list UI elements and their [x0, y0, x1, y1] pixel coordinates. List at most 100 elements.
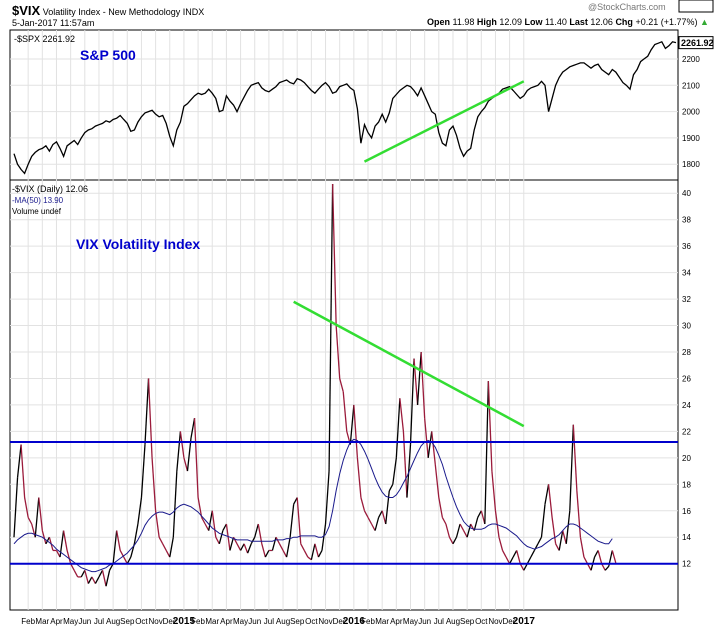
vix-line-segment [225, 523, 231, 551]
vix-line-segment [158, 536, 164, 545]
chg-label: Chg [615, 17, 633, 27]
vix-line-segment [80, 570, 86, 578]
vix-line-segment [165, 550, 171, 558]
vix-gridlines [10, 192, 678, 565]
vix-line-segment [395, 398, 401, 458]
vix-line-segment [55, 550, 61, 558]
x-tick-label: Jun [418, 617, 431, 626]
vix-line-segment [169, 537, 174, 558]
x-tick-label: Mar [35, 617, 49, 626]
vix-line-segment [569, 424, 574, 511]
vix-line-segment [501, 550, 507, 558]
vix-line-segment [463, 530, 468, 538]
vix-line-segment [494, 510, 500, 538]
x-tick-label: 2016 [343, 616, 366, 627]
vix-line-segment [250, 536, 256, 545]
vix-line-segment [487, 381, 493, 472]
vix-line-segment [16, 444, 22, 478]
x-tick-label: May [403, 617, 418, 626]
vix-line-segment [84, 570, 89, 584]
vix-line-segment [594, 550, 599, 558]
vix-line-segment [254, 523, 259, 538]
spx-series [13, 40, 677, 175]
x-tick-label: Jul [94, 617, 104, 626]
vix-line-segment [126, 556, 132, 564]
vix-line-segment [20, 444, 26, 498]
vix-line-segment [232, 536, 238, 545]
vix-line-segment [388, 484, 394, 492]
vix-line-segment [558, 530, 564, 551]
vix-line-segment [526, 556, 532, 564]
vix-line-segment [438, 497, 443, 518]
vix-line-segment [239, 543, 245, 551]
x-tick-label: Apr [390, 617, 403, 626]
chart-date: 5-Jan-2017 11:57am [12, 18, 95, 28]
vix-line-segment [303, 550, 309, 558]
x-tick-label: Nov [488, 617, 502, 626]
x-tick-label: Jun [78, 617, 91, 626]
vix-y-tick-label: 12 [682, 560, 691, 569]
vix-line-segment [392, 457, 397, 485]
vix-line-segment [583, 556, 589, 564]
vix-line-segment [498, 537, 504, 551]
x-tick-label: 2015 [173, 616, 196, 627]
vix-line-segment [604, 565, 610, 571]
vix-line-segment [378, 510, 383, 518]
x-tick-label: Aug [106, 617, 120, 626]
vix-line-segment [459, 523, 465, 531]
vix-last-badge: 12.06 [681, 0, 704, 2]
vix-line-segment [356, 457, 362, 498]
x-tick-label: Dec [333, 617, 347, 626]
vix-line-segment [183, 457, 189, 472]
up-arrow-icon: ▲ [700, 17, 709, 27]
vix-line-segment [133, 523, 139, 544]
vix-line-segment [349, 404, 355, 445]
vix-line-segment [208, 510, 213, 531]
x-tick-label: Dec [163, 617, 177, 626]
vix-line-segment [441, 517, 447, 525]
vix-y-tick-label: 38 [682, 216, 691, 225]
vix-line-segment [579, 537, 585, 558]
vix-line-segment [551, 517, 557, 544]
x-tick-label: Mar [375, 617, 389, 626]
vix-line-segment [109, 563, 114, 571]
vix-line-segment [491, 471, 497, 511]
annotations [10, 80, 678, 565]
vix-line-segment [370, 523, 376, 531]
vix-line-segment [335, 325, 341, 379]
vix-line-segment [597, 550, 603, 564]
vix-line-segment [247, 543, 252, 554]
vix-line-segment [484, 381, 490, 525]
vix-line-segment [87, 576, 93, 584]
vix-line-segment [452, 536, 458, 545]
vix-y-tick-label: 18 [682, 480, 691, 489]
x-tick-label: Feb [191, 617, 205, 626]
vix-line-segment [38, 497, 43, 531]
x-tick-label: Mar [205, 617, 219, 626]
x-tick-label: Nov [148, 617, 162, 626]
vix-line-segment [229, 537, 235, 551]
vix-line-segment [70, 563, 75, 571]
x-tick-label: Jul [264, 617, 274, 626]
vix-line-segment [98, 570, 104, 578]
vix-y-tick-label: 16 [682, 507, 691, 516]
chart-header: $VIX Volatility Index - New Methodology … [12, 3, 204, 18]
vix-line-segment [41, 530, 47, 545]
vix-line-segment [94, 576, 100, 584]
vix-line-segment [434, 464, 440, 498]
vix-line-segment [27, 517, 33, 525]
vix-line-segment [353, 404, 359, 458]
vix-line-segment [289, 504, 295, 538]
x-tick-label: Sep [460, 617, 475, 626]
last-label: Last [569, 17, 588, 27]
spx-last-badge-box [678, 36, 714, 50]
last-value: 12.06 [590, 17, 613, 27]
vix-line-segment [282, 550, 288, 558]
vix-line-segment [537, 536, 543, 545]
vix-line-segment [367, 517, 373, 525]
vix-line-segment [278, 543, 284, 551]
vix-line-segment [264, 550, 270, 558]
vix-line-segment [123, 556, 128, 564]
spx-y-tick-label: 2100 [682, 81, 700, 90]
vix-line-segment [420, 351, 426, 419]
